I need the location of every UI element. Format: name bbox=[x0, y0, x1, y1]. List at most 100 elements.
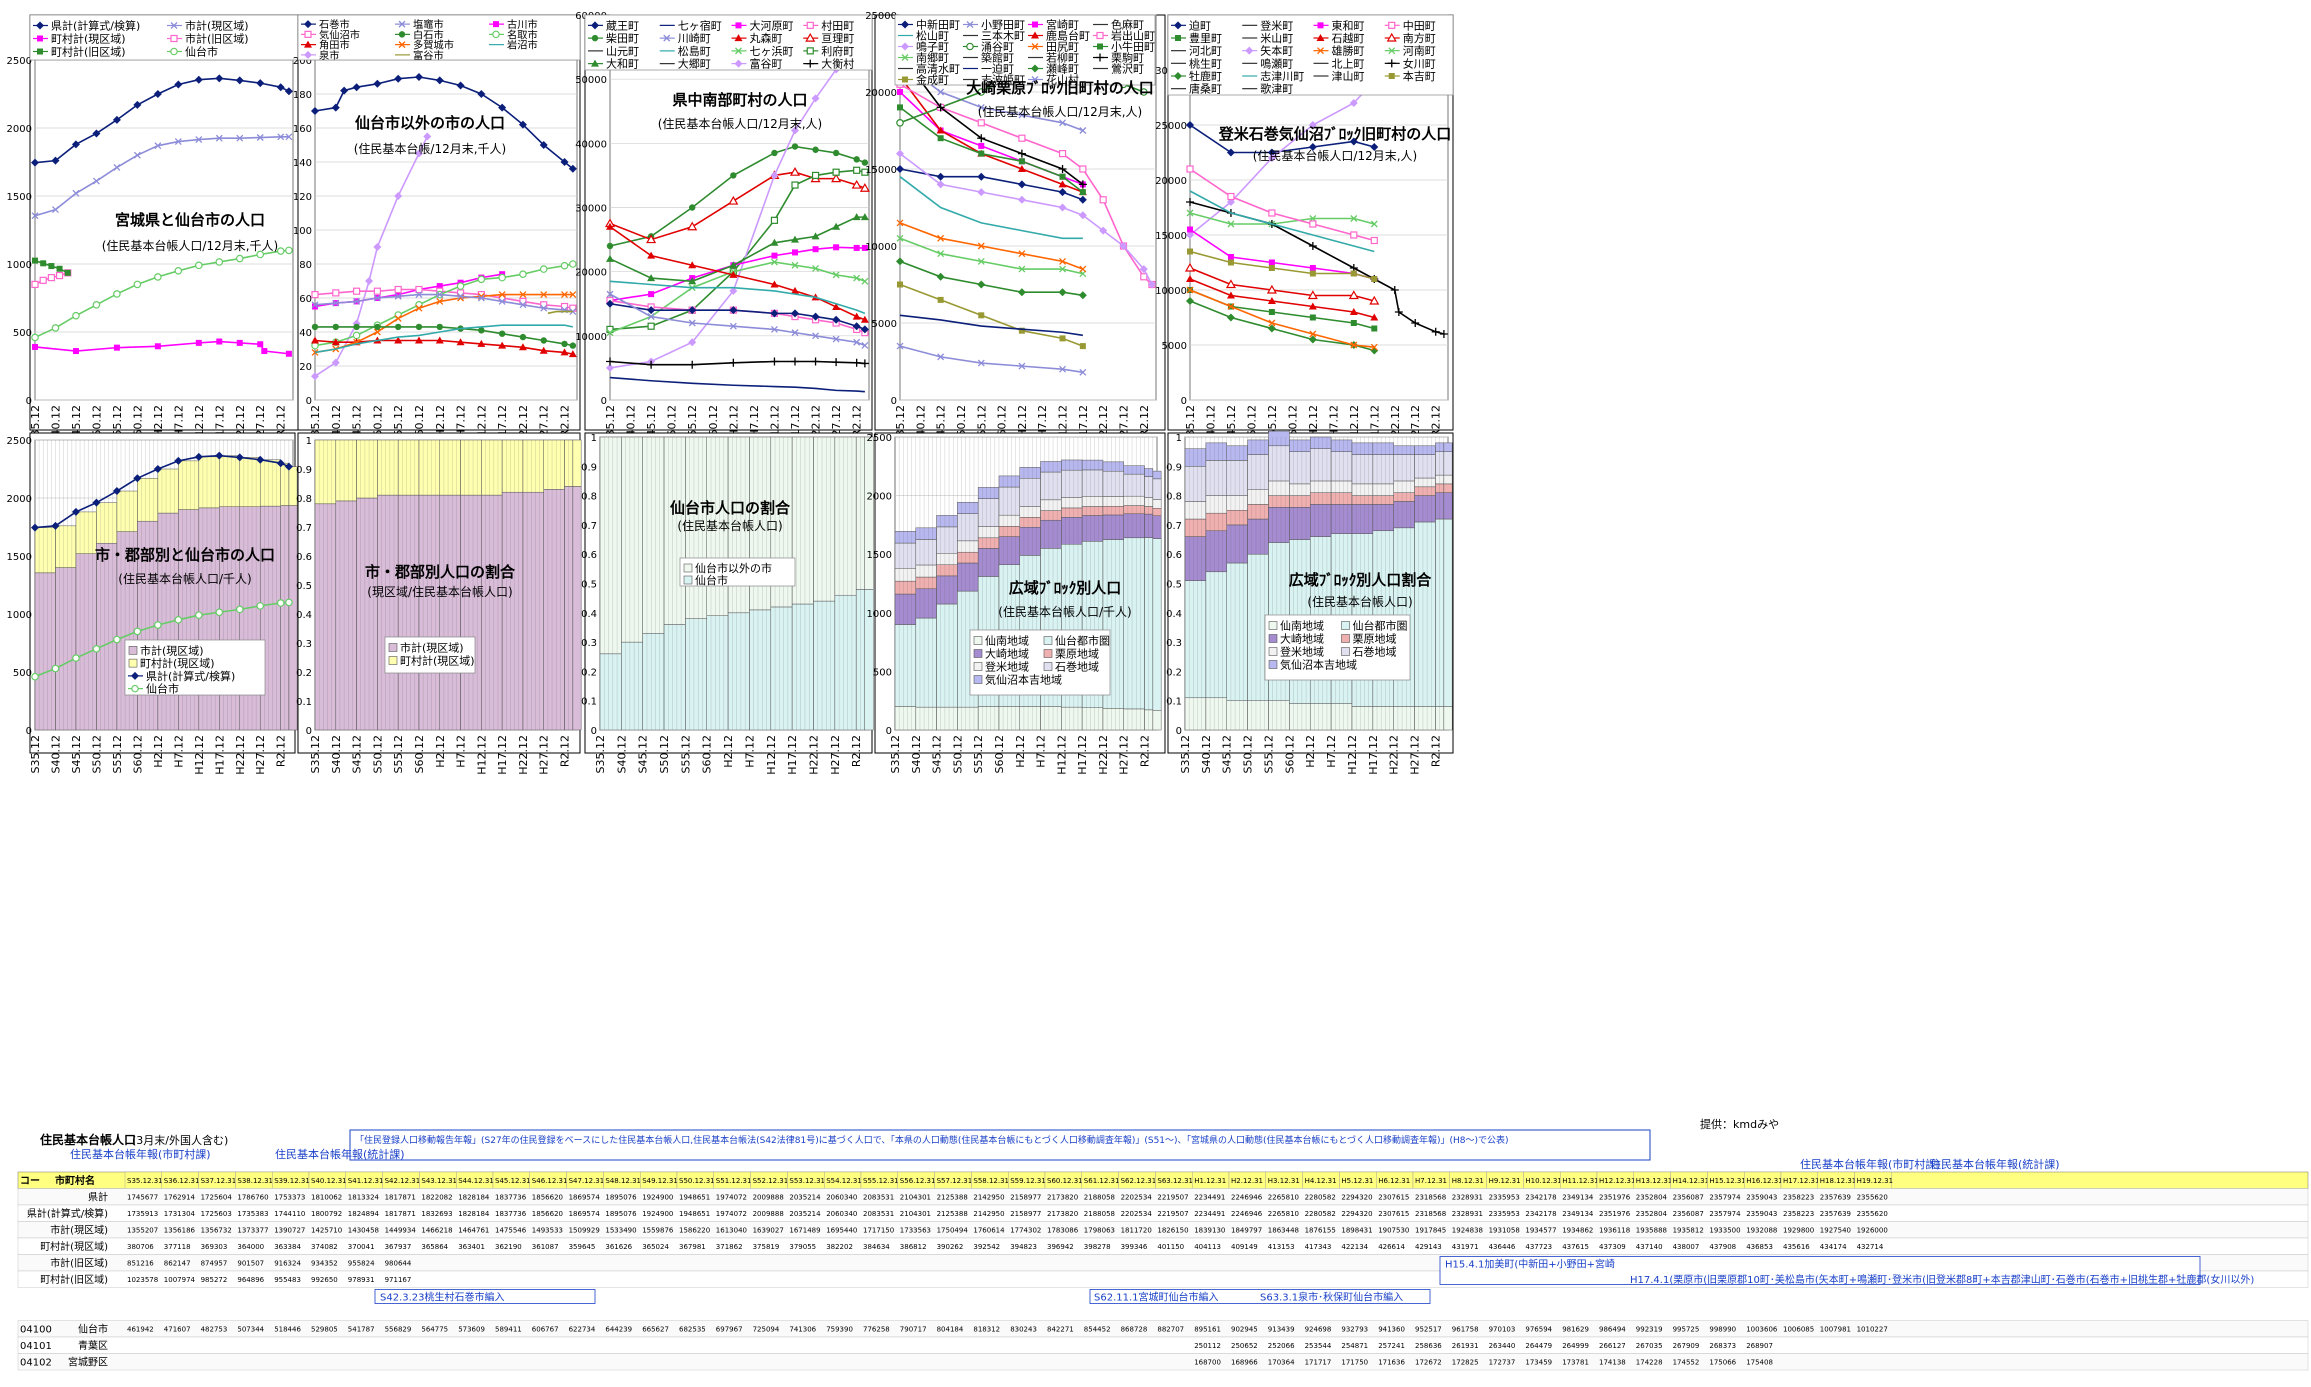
bar-segment bbox=[1393, 480, 1415, 493]
legend-label: 東和町 bbox=[1332, 19, 1365, 32]
table-title-note: (3月末/外国人含む) bbox=[132, 1133, 228, 1147]
data-point bbox=[832, 302, 841, 310]
legend-label: 石巻市 bbox=[319, 18, 350, 31]
legend-box bbox=[384, 636, 476, 674]
table-cell: 1735383 bbox=[237, 1210, 268, 1218]
data-point bbox=[415, 285, 423, 294]
data-point bbox=[606, 222, 614, 230]
data-point bbox=[235, 453, 244, 462]
table-cell: 1355207 bbox=[127, 1227, 158, 1235]
x-tick-label: H2.12 bbox=[1307, 405, 1320, 438]
data-point bbox=[1268, 319, 1276, 327]
data-point bbox=[860, 213, 869, 221]
legend-label: 中新田町 bbox=[916, 18, 960, 32]
table-cell: 2142950 bbox=[973, 1194, 1004, 1202]
legend-box bbox=[29, 14, 299, 61]
series-line bbox=[609, 226, 866, 321]
table-cell: 1817871 bbox=[385, 1210, 416, 1218]
table-cell: 1731304 bbox=[164, 1210, 196, 1218]
data-point bbox=[688, 360, 697, 369]
bar-segment bbox=[543, 489, 565, 731]
legend-swatch bbox=[1341, 647, 1350, 656]
data-point bbox=[540, 291, 548, 299]
chart-subtitle: (住民基本台帳人口/千人) bbox=[118, 571, 251, 586]
data-point bbox=[1186, 165, 1194, 173]
legend-label: 牡鹿町 bbox=[1189, 69, 1222, 83]
table-cell: 2202534 bbox=[1121, 1194, 1153, 1202]
series-line bbox=[899, 83, 1153, 286]
bar-segment bbox=[1443, 474, 1453, 485]
bar-segment bbox=[55, 567, 77, 731]
bar-segment bbox=[1184, 448, 1207, 467]
data-point bbox=[561, 340, 568, 348]
data-point bbox=[606, 357, 614, 366]
table-cell: 175408 bbox=[1746, 1359, 1773, 1367]
table-cell: 952517 bbox=[1415, 1326, 1442, 1334]
table-cell: 171717 bbox=[1305, 1359, 1332, 1367]
table-cell: 1586220 bbox=[679, 1227, 710, 1235]
series-line bbox=[899, 168, 1084, 201]
data-point bbox=[195, 136, 203, 144]
bar-segment bbox=[834, 594, 857, 731]
bar-segment bbox=[1040, 510, 1062, 521]
data-point bbox=[1058, 180, 1067, 188]
x-tick-label: H7.12 bbox=[1036, 405, 1049, 438]
table-cell: 1559876 bbox=[642, 1227, 674, 1235]
data-point bbox=[540, 337, 547, 344]
date-header: S61.12.31 bbox=[1084, 1177, 1120, 1185]
x-tick-label: S55.12 bbox=[679, 735, 692, 773]
table-cell: 1430458 bbox=[348, 1227, 379, 1235]
data-point bbox=[851, 179, 862, 189]
data-point bbox=[1227, 192, 1235, 201]
table-cell: 2104301 bbox=[900, 1194, 931, 1202]
table-cell: 1695440 bbox=[826, 1227, 857, 1235]
date-header: S55.12.31 bbox=[863, 1177, 899, 1185]
legend-label: 小牛田町 bbox=[1111, 40, 1155, 54]
chart-frame bbox=[29, 14, 299, 431]
data-point bbox=[1308, 302, 1317, 310]
data-point bbox=[216, 338, 223, 345]
table-cell: 471607 bbox=[164, 1326, 191, 1334]
legend-marker bbox=[806, 21, 814, 29]
chart-c3: 0100002000030000400005000060000S35.12S40… bbox=[575, 11, 873, 445]
x-tick-label: S35.12 bbox=[1179, 735, 1192, 773]
x-tick-label: S40.12 bbox=[910, 735, 923, 773]
data-point bbox=[394, 192, 403, 200]
legend-box bbox=[124, 639, 266, 696]
data-point bbox=[861, 244, 868, 251]
table-cell: 263440 bbox=[1489, 1342, 1516, 1350]
y-tick-label: 0.7 bbox=[296, 523, 312, 534]
bar-segment bbox=[1184, 518, 1207, 537]
data-point bbox=[770, 325, 778, 333]
bar-segment bbox=[1152, 478, 1162, 500]
data-point bbox=[277, 133, 285, 141]
data-point bbox=[569, 342, 577, 349]
legend-swatch bbox=[973, 649, 983, 658]
legend-swatch bbox=[683, 563, 693, 573]
date-header: S60.12.31 bbox=[1047, 1177, 1083, 1185]
bar-segment bbox=[977, 706, 1000, 731]
data-point bbox=[215, 134, 223, 142]
data-point bbox=[1431, 327, 1440, 336]
data-point bbox=[276, 599, 285, 607]
bar-segment bbox=[957, 562, 979, 592]
legend-box bbox=[969, 629, 1111, 696]
data-point bbox=[852, 312, 861, 320]
bar-segment bbox=[915, 588, 937, 619]
data-point bbox=[730, 172, 737, 179]
data-point bbox=[31, 212, 39, 220]
legend-marker bbox=[663, 34, 671, 42]
y-tick-label: 0.5 bbox=[581, 580, 597, 591]
bar-segment bbox=[915, 706, 937, 731]
x-tick-label: H12.12 bbox=[765, 735, 778, 775]
table-cell: 2158977 bbox=[1010, 1210, 1041, 1218]
date-header: H6.12.31 bbox=[1378, 1177, 1410, 1185]
legend-marker bbox=[1031, 43, 1039, 50]
data-point bbox=[1079, 265, 1087, 273]
bar-segment bbox=[1330, 451, 1353, 482]
x-tick-label: S45.12 bbox=[637, 735, 650, 773]
table-cell: 1917845 bbox=[1415, 1227, 1446, 1235]
table-cell: 1007974 bbox=[164, 1276, 196, 1284]
data-point bbox=[498, 273, 506, 282]
